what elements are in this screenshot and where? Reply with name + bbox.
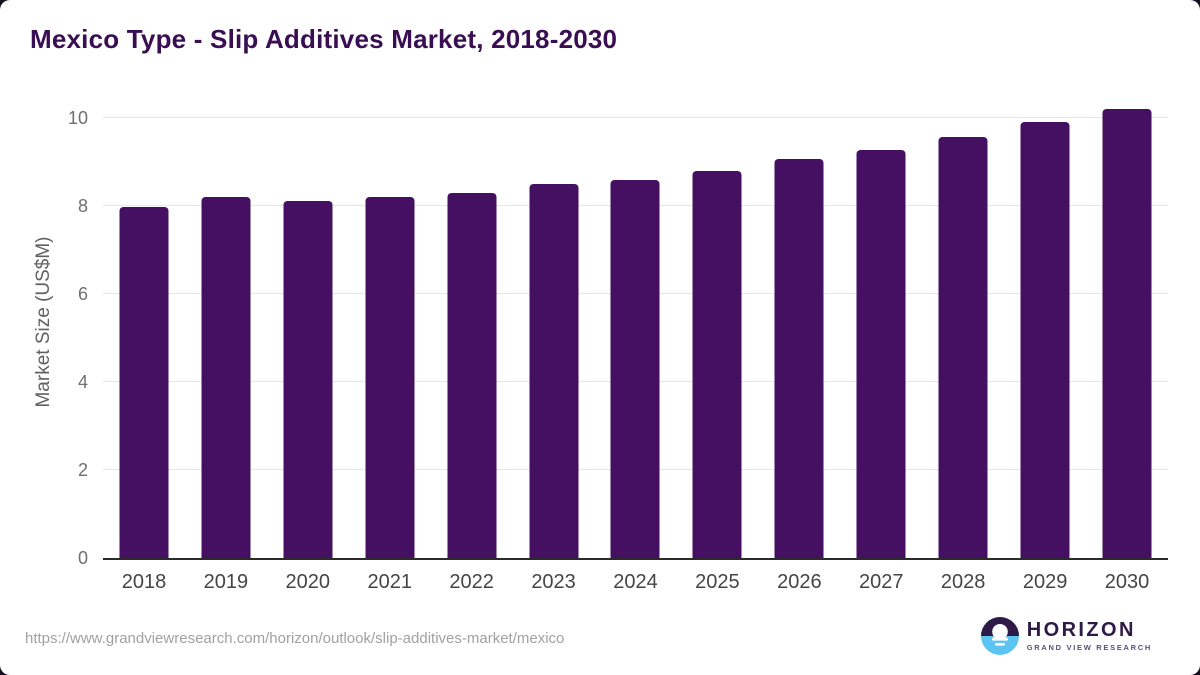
bar-slot: 2029 [1004,100,1086,593]
x-tick-label: 2018 [121,571,167,593]
bar-slot: 2023 [513,100,595,593]
x-tick-label: 2020 [285,571,331,593]
logo-name: HORIZON [1026,619,1136,642]
x-tick-label: 2022 [449,571,494,593]
x-tick-label: 2021 [367,571,412,593]
bar-slot: 2026 [758,100,840,593]
horizon-logo: HORIZON GRAND VIEW RESEARCH [980,617,1152,655]
x-tick-label: 2027 [859,571,904,593]
x-tick-label: 2028 [940,571,986,593]
bar-slot: 2027 [840,100,922,593]
x-tick-label: 2024 [613,571,658,593]
bar-slot: 2024 [595,100,677,593]
bar-slot: 2022 [431,100,513,593]
y-tick-label: 6 [77,283,88,304]
x-tick-label: 2019 [203,571,249,593]
bar-2022[interactable] [447,192,497,558]
bar-2029[interactable] [1020,122,1070,558]
x-tick-label: 2030 [1104,571,1150,593]
bar-2024[interactable] [610,179,660,558]
bar-slot: 2021 [349,100,431,593]
bar-2021[interactable] [365,197,415,558]
logo-subtext: GRAND VIEW RESEARCH [1026,643,1152,653]
bar-2020[interactable] [283,201,333,558]
y-tick-label: 0 [77,548,88,568]
chart-title: Mexico Type - Slip Additives Market, 201… [30,24,618,54]
y-tick-label: 8 [77,195,88,216]
y-tick-label: 4 [77,371,88,392]
source-url: https://www.grandviewresearch.com/horizo… [25,630,565,647]
bar-slot: 2019 [185,100,267,593]
bar-slot: 2028 [922,100,1004,593]
horizon-logo-icon [980,617,1019,655]
bar-slot: 2030 [1086,100,1168,593]
bars-row: 2018 2019 2020 2021 2022 2023 2024 2025 2026 2027… [103,100,1168,593]
x-tick-label: 2023 [531,571,576,593]
bar-2019[interactable] [201,197,251,558]
y-tick-label: 2 [77,459,88,480]
bar-slot: 2025 [676,100,758,593]
bar-slot: 2018 [103,100,185,593]
x-tick-label: 2025 [695,571,740,593]
bar-2025[interactable] [692,171,742,558]
bar-slot: 2020 [267,100,349,593]
bar-2030[interactable] [1102,109,1152,558]
bar-2018[interactable] [119,207,169,558]
y-axis-label: Market Size (US$M) [33,236,54,408]
x-tick-label: 2029 [1022,571,1068,593]
gridline [103,116,1168,118]
bar-2026[interactable] [774,158,824,558]
y-tick-label: 10 [67,107,88,128]
plot-area: 0 2 4 6 8 10 2018 2019 2020 2021 2022 2023 2024 2025 2… [68,100,1168,593]
x-tick-label: 2026 [777,571,822,593]
bar-2028[interactable] [938,136,988,558]
bar-2027[interactable] [856,149,906,558]
bar-2023[interactable] [529,184,579,558]
